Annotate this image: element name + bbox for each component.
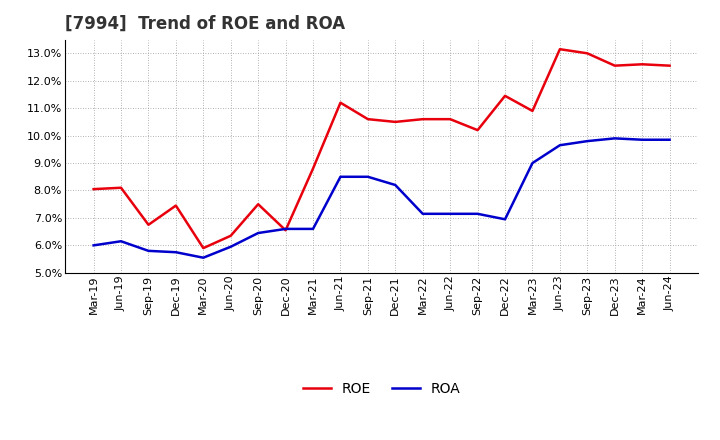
ROA (254, 231, 263, 236)
ROA (528, 161, 537, 166)
ROA (144, 248, 153, 253)
ROE (665, 63, 674, 68)
ROE (473, 128, 482, 133)
ROA (638, 137, 647, 143)
ROE (500, 93, 509, 99)
ROA (665, 137, 674, 143)
ROA (391, 182, 400, 187)
ROA (556, 143, 564, 148)
ROA (583, 139, 592, 144)
ROE (254, 202, 263, 207)
ROE (199, 246, 207, 251)
ROE (364, 117, 372, 122)
ROA (117, 238, 125, 244)
ROE (583, 51, 592, 56)
ROA (282, 226, 290, 231)
ROE (282, 227, 290, 233)
ROA (226, 244, 235, 249)
ROE (309, 166, 318, 171)
ROE (418, 117, 427, 122)
ROE (528, 108, 537, 114)
ROE (144, 222, 153, 227)
ROE (226, 233, 235, 238)
ROA (309, 226, 318, 231)
ROA (199, 255, 207, 260)
Line: ROA: ROA (94, 138, 670, 258)
ROA (611, 136, 619, 141)
Legend: ROE, ROA: ROE, ROA (297, 376, 466, 401)
ROA (336, 174, 345, 180)
ROE (117, 185, 125, 191)
Text: [7994]  Trend of ROE and ROA: [7994] Trend of ROE and ROA (65, 15, 345, 33)
ROE (89, 187, 98, 192)
ROA (446, 211, 454, 216)
ROE (611, 63, 619, 68)
ROE (336, 100, 345, 105)
ROE (391, 119, 400, 125)
ROE (556, 47, 564, 52)
ROA (89, 243, 98, 248)
ROA (473, 211, 482, 216)
ROA (418, 211, 427, 216)
ROA (364, 174, 372, 180)
ROA (500, 216, 509, 222)
ROA (171, 249, 180, 255)
ROE (171, 203, 180, 208)
ROE (446, 117, 454, 122)
ROE (638, 62, 647, 67)
Line: ROE: ROE (94, 49, 670, 248)
